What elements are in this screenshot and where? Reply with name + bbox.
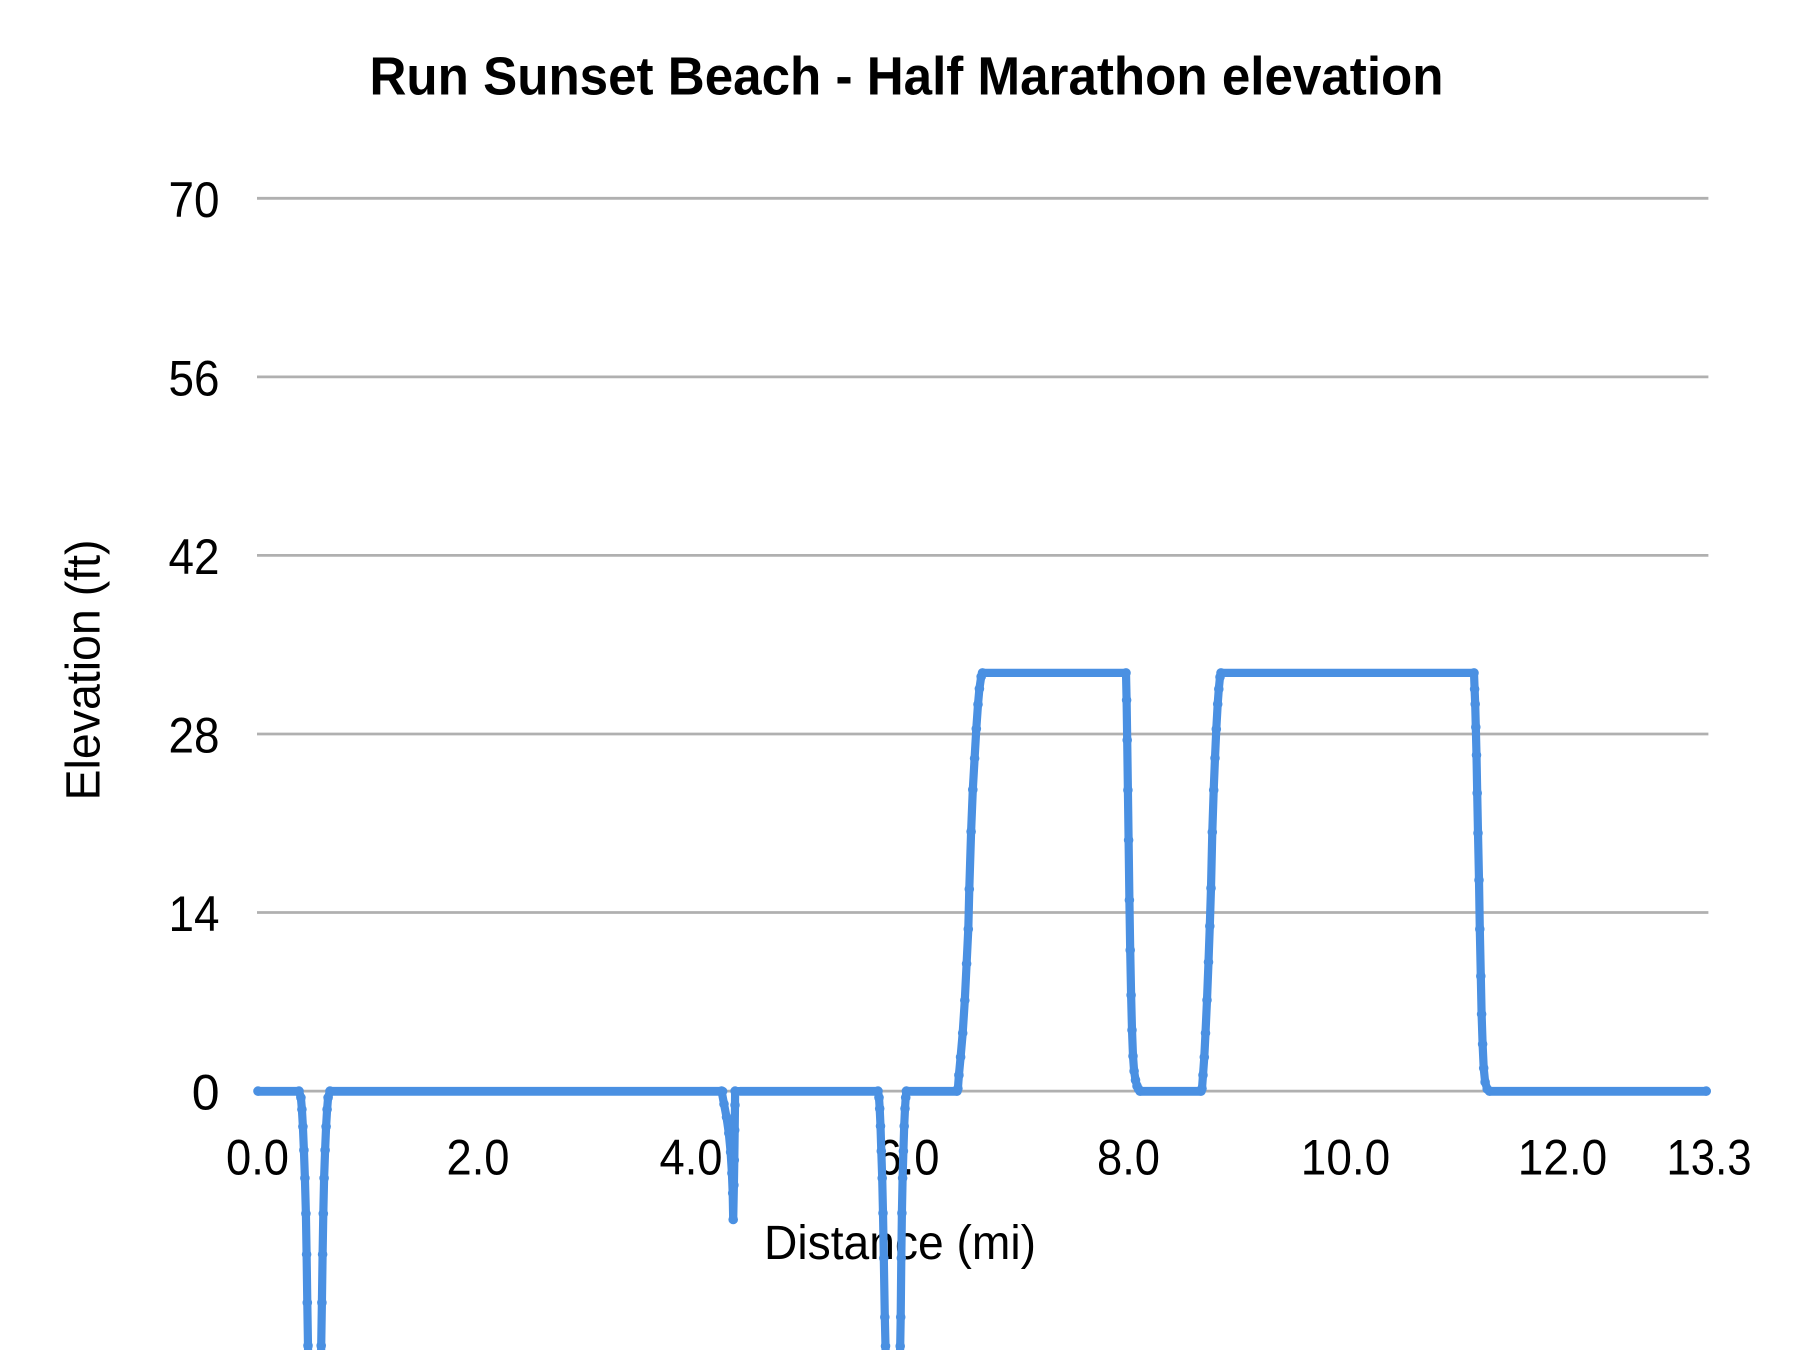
svg-text:0: 0	[192, 1065, 220, 1121]
svg-text:12.0: 12.0	[1518, 1130, 1608, 1186]
svg-text:13.3: 13.3	[1667, 1130, 1752, 1186]
svg-text:Elevation (ft): Elevation (ft)	[58, 540, 111, 801]
svg-text:10.0: 10.0	[1301, 1130, 1391, 1186]
svg-text:Run Sunset Beach - Half Marath: Run Sunset Beach - Half Marathon elevati…	[370, 47, 1444, 107]
svg-text:14: 14	[169, 886, 220, 942]
svg-text:42: 42	[169, 529, 220, 585]
svg-text:28: 28	[169, 708, 220, 764]
svg-text:4.0: 4.0	[660, 1130, 723, 1186]
svg-text:6.0: 6.0	[877, 1130, 940, 1186]
svg-text:8.0: 8.0	[1097, 1130, 1160, 1186]
svg-text:2.0: 2.0	[447, 1130, 510, 1186]
svg-text:56: 56	[169, 350, 220, 406]
svg-text:70: 70	[169, 172, 220, 228]
svg-text:0.0: 0.0	[226, 1130, 289, 1186]
